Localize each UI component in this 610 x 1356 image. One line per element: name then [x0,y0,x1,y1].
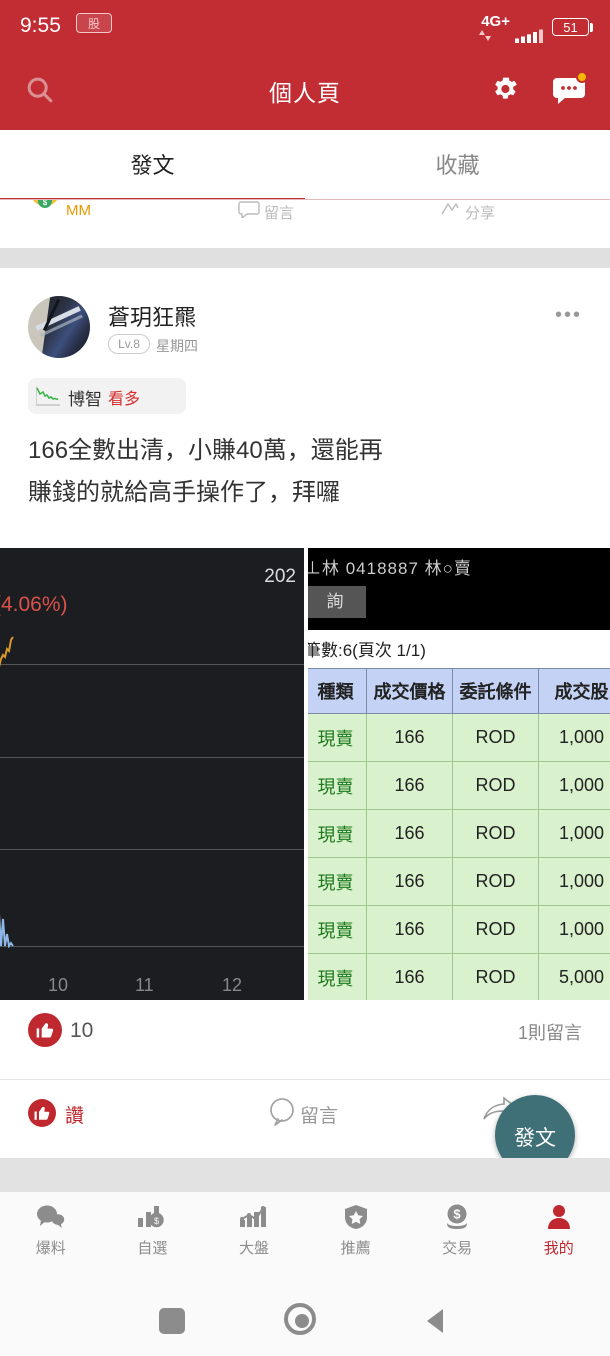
svg-text:$: $ [154,1216,159,1226]
svg-text:$: $ [43,200,48,207]
svg-text:$: $ [454,1207,462,1222]
